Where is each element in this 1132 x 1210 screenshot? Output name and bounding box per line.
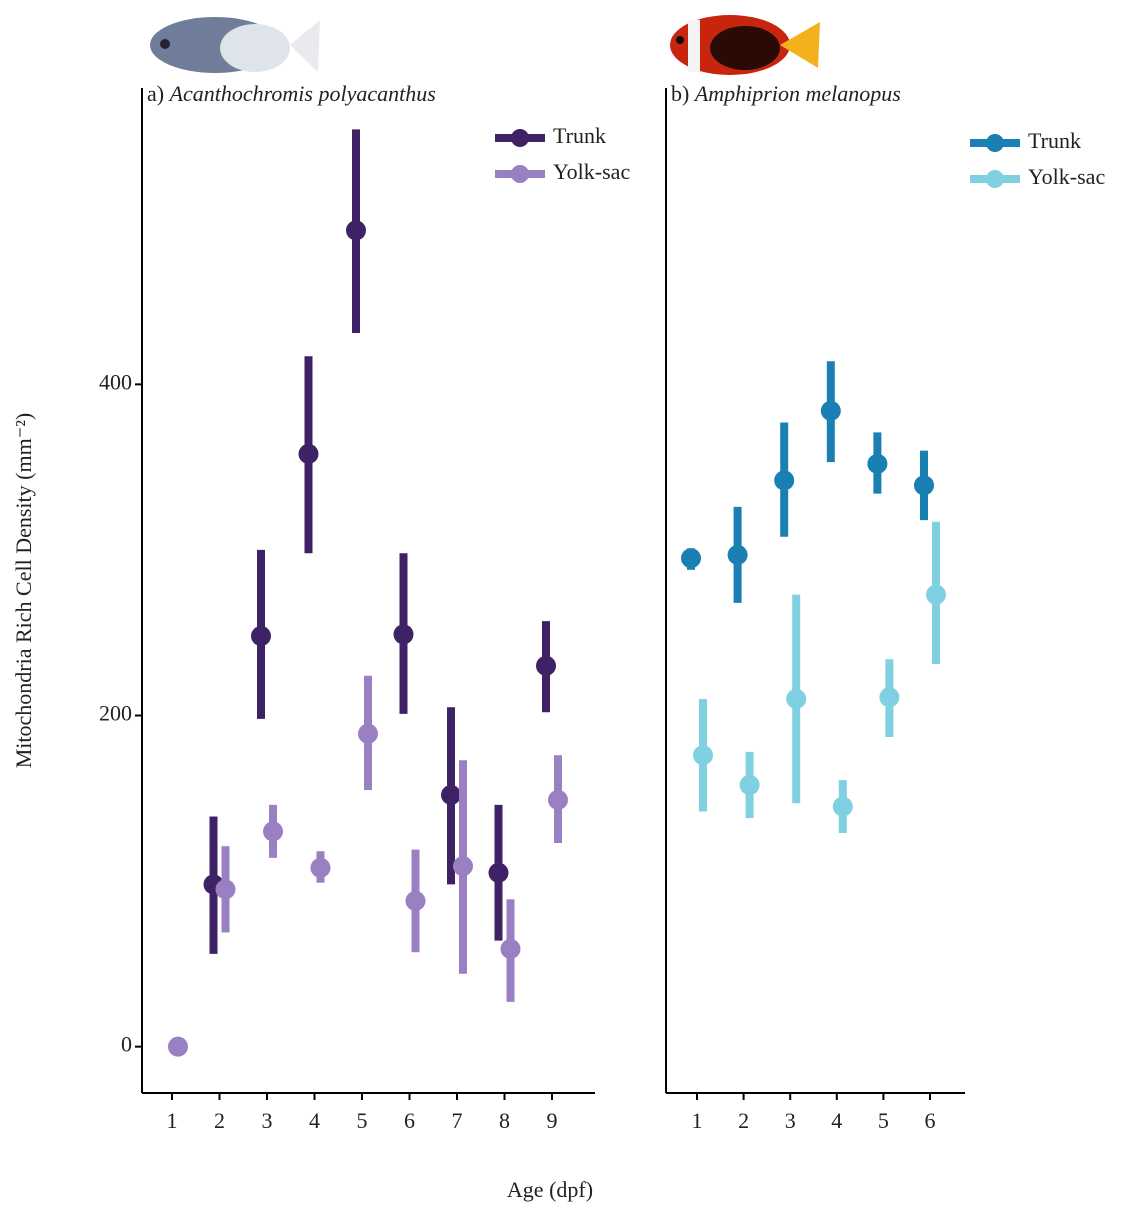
point [926, 585, 946, 605]
x-tick-label: 7 [452, 1108, 463, 1133]
point [311, 858, 331, 878]
legend-label: Trunk [553, 123, 606, 148]
x-axis-title: Age (dpf) [507, 1177, 593, 1202]
point [681, 548, 701, 568]
point [833, 797, 853, 817]
panel-name: Acanthochromis polyacanthus [168, 81, 436, 106]
fish-b [670, 15, 820, 75]
point [728, 545, 748, 565]
x-tick-label: 3 [262, 1108, 273, 1133]
point [867, 454, 887, 474]
x-tick-label: 6 [925, 1108, 936, 1133]
panel-name: Amphiprion melanopus [693, 81, 901, 106]
point [346, 220, 366, 240]
x-tick-label: 9 [547, 1108, 558, 1133]
legend-dot [986, 134, 1004, 152]
y-tick-label: 400 [99, 369, 132, 394]
x-tick-label: 2 [214, 1108, 225, 1133]
point [501, 939, 521, 959]
fish-a [150, 17, 320, 73]
legend-dot [511, 129, 529, 147]
point [786, 689, 806, 709]
panel-title: b) Amphiprion melanopus [671, 81, 901, 106]
x-tick-label: 8 [499, 1108, 510, 1133]
point [693, 745, 713, 765]
legend-label: Yolk-sac [1028, 164, 1105, 189]
panel-title: a) Acanthochromis polyacanthus [147, 81, 436, 106]
point [453, 856, 473, 876]
x-tick-label: 4 [309, 1108, 320, 1133]
point [548, 790, 568, 810]
point [489, 863, 509, 883]
panel-label: a) [147, 81, 164, 106]
point [821, 401, 841, 421]
x-tick-label: 3 [785, 1108, 796, 1133]
x-tick-label: 5 [878, 1108, 889, 1133]
point [251, 626, 271, 646]
y-tick-label: 0 [121, 1032, 132, 1057]
y-axis-title: Mitochondria Rich Cell Density (mm⁻²) [11, 413, 36, 769]
x-tick-label: 6 [404, 1108, 415, 1133]
x-tick-label: 1 [167, 1108, 178, 1133]
legend-dot [511, 165, 529, 183]
legend-label: Trunk [1028, 128, 1081, 153]
y-tick-label: 200 [99, 701, 132, 726]
point [358, 724, 378, 744]
point [299, 444, 319, 464]
x-tick-label: 5 [357, 1108, 368, 1133]
point [879, 687, 899, 707]
point [774, 470, 794, 490]
point [406, 891, 426, 911]
point [263, 821, 283, 841]
point [441, 785, 461, 805]
point [216, 879, 236, 899]
point [168, 1037, 188, 1057]
panel-label: b) [671, 81, 689, 106]
point [914, 475, 934, 495]
legend-dot [986, 170, 1004, 188]
legend-label: Yolk-sac [553, 159, 630, 184]
x-tick-label: 1 [692, 1108, 703, 1133]
point [536, 656, 556, 676]
x-tick-label: 4 [831, 1108, 842, 1133]
x-tick-label: 2 [738, 1108, 749, 1133]
point [740, 775, 760, 795]
figure: a) Acanthochromis polyacanthus 0 200 400 1 2 3… [0, 0, 1132, 1210]
point [394, 624, 414, 644]
